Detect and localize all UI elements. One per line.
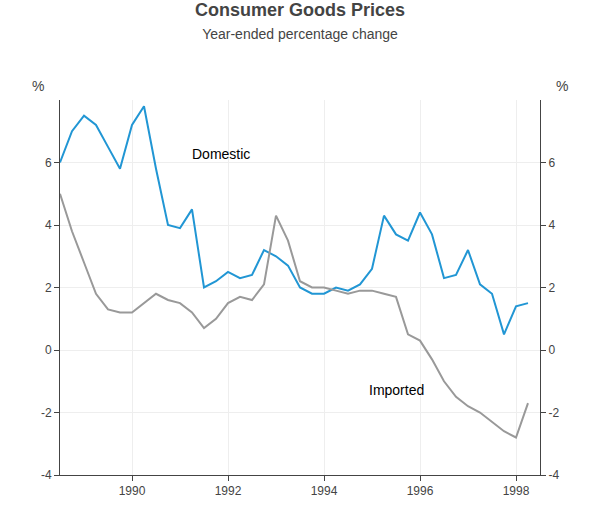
svg-text:%: % xyxy=(556,78,568,94)
svg-text:4: 4 xyxy=(45,218,52,232)
svg-text:-4: -4 xyxy=(548,468,559,482)
svg-text:2: 2 xyxy=(548,281,555,295)
svg-text:1994: 1994 xyxy=(311,484,338,498)
svg-text:-2: -2 xyxy=(41,406,52,420)
svg-text:4: 4 xyxy=(548,218,555,232)
svg-text:-4: -4 xyxy=(41,468,52,482)
svg-text:6: 6 xyxy=(548,156,555,170)
svg-text:2: 2 xyxy=(45,281,52,295)
svg-text:1992: 1992 xyxy=(215,484,242,498)
svg-text:1998: 1998 xyxy=(503,484,530,498)
svg-text:Imported: Imported xyxy=(369,382,424,398)
svg-text:0: 0 xyxy=(548,343,555,357)
svg-text:-2: -2 xyxy=(548,406,559,420)
svg-text:Domestic: Domestic xyxy=(192,146,250,162)
svg-text:1996: 1996 xyxy=(407,484,434,498)
svg-text:6: 6 xyxy=(45,156,52,170)
svg-text:Consumer Goods PricesYear-ende: Consumer Goods PricesYear-ended percenta… xyxy=(195,0,405,42)
svg-text:%: % xyxy=(32,78,44,94)
svg-text:1990: 1990 xyxy=(119,484,146,498)
svg-text:0: 0 xyxy=(45,343,52,357)
